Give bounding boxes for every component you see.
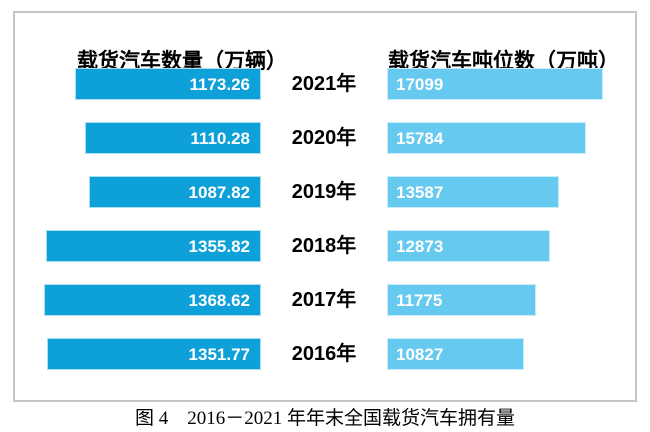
right-bar: 13587 [387, 176, 559, 208]
bar-rows: 1173.26 2021年 17099 1110.28 2020年 15784 1087.8… [15, 68, 635, 394]
right-bar-value: 10827 [396, 344, 444, 364]
year-label: 2020年 [291, 127, 357, 149]
left-bar: 1355.82 [46, 230, 261, 262]
left-bar-value: 1351.77 [188, 344, 250, 364]
chart-row: 1087.82 2019年 13587 [15, 176, 635, 208]
left-bar: 1351.77 [47, 338, 261, 370]
year-label: 2016年 [291, 343, 357, 365]
right-series-title: 载货汽车吨位数（万吨） [388, 50, 619, 73]
year-label: 2021年 [291, 73, 357, 95]
left-bar: 1368.62 [44, 284, 261, 316]
right-bar: 12873 [387, 230, 550, 262]
chart-panel: 载货汽车数量（万辆） 载货汽车吨位数（万吨） 1173.26 2021年 17099… [13, 11, 637, 402]
chart-row: 1173.26 2021年 17099 [15, 68, 635, 100]
figure-caption: 图 4 2016－2021 年年末全国载货汽车拥有量 [134, 408, 515, 429]
left-bar-value: 1355.82 [188, 236, 250, 256]
year-label: 2018年 [291, 235, 357, 257]
chart-row: 1368.62 2017年 11775 [15, 284, 635, 316]
chart-row: 1351.77 2016年 10827 [15, 338, 635, 370]
left-bar-value: 1087.82 [188, 182, 250, 202]
left-bar: 1087.82 [89, 176, 261, 208]
left-series-title: 载货汽车数量（万辆） [77, 50, 287, 73]
right-bar: 15784 [387, 122, 586, 154]
year-label: 2017年 [291, 289, 357, 311]
right-bar: 11775 [387, 284, 536, 316]
right-bar-value: 15784 [396, 128, 444, 148]
right-bar-value: 13587 [396, 182, 444, 202]
right-bar-value: 12873 [396, 236, 444, 256]
left-bar: 1110.28 [85, 122, 261, 154]
left-bar-value: 1368.62 [188, 290, 250, 310]
left-bar: 1173.26 [75, 68, 261, 100]
right-bar: 17099 [387, 68, 603, 100]
chart-row: 1110.28 2020年 15784 [15, 122, 635, 154]
year-label: 2019年 [291, 181, 357, 203]
right-bar-value: 11775 [396, 290, 443, 310]
left-bar-value: 1173.26 [189, 74, 250, 94]
chart-row: 1355.82 2018年 12873 [15, 230, 635, 262]
right-bar: 10827 [387, 338, 524, 370]
left-bar-value: 1110.28 [190, 128, 250, 148]
right-bar-value: 17099 [396, 74, 444, 94]
